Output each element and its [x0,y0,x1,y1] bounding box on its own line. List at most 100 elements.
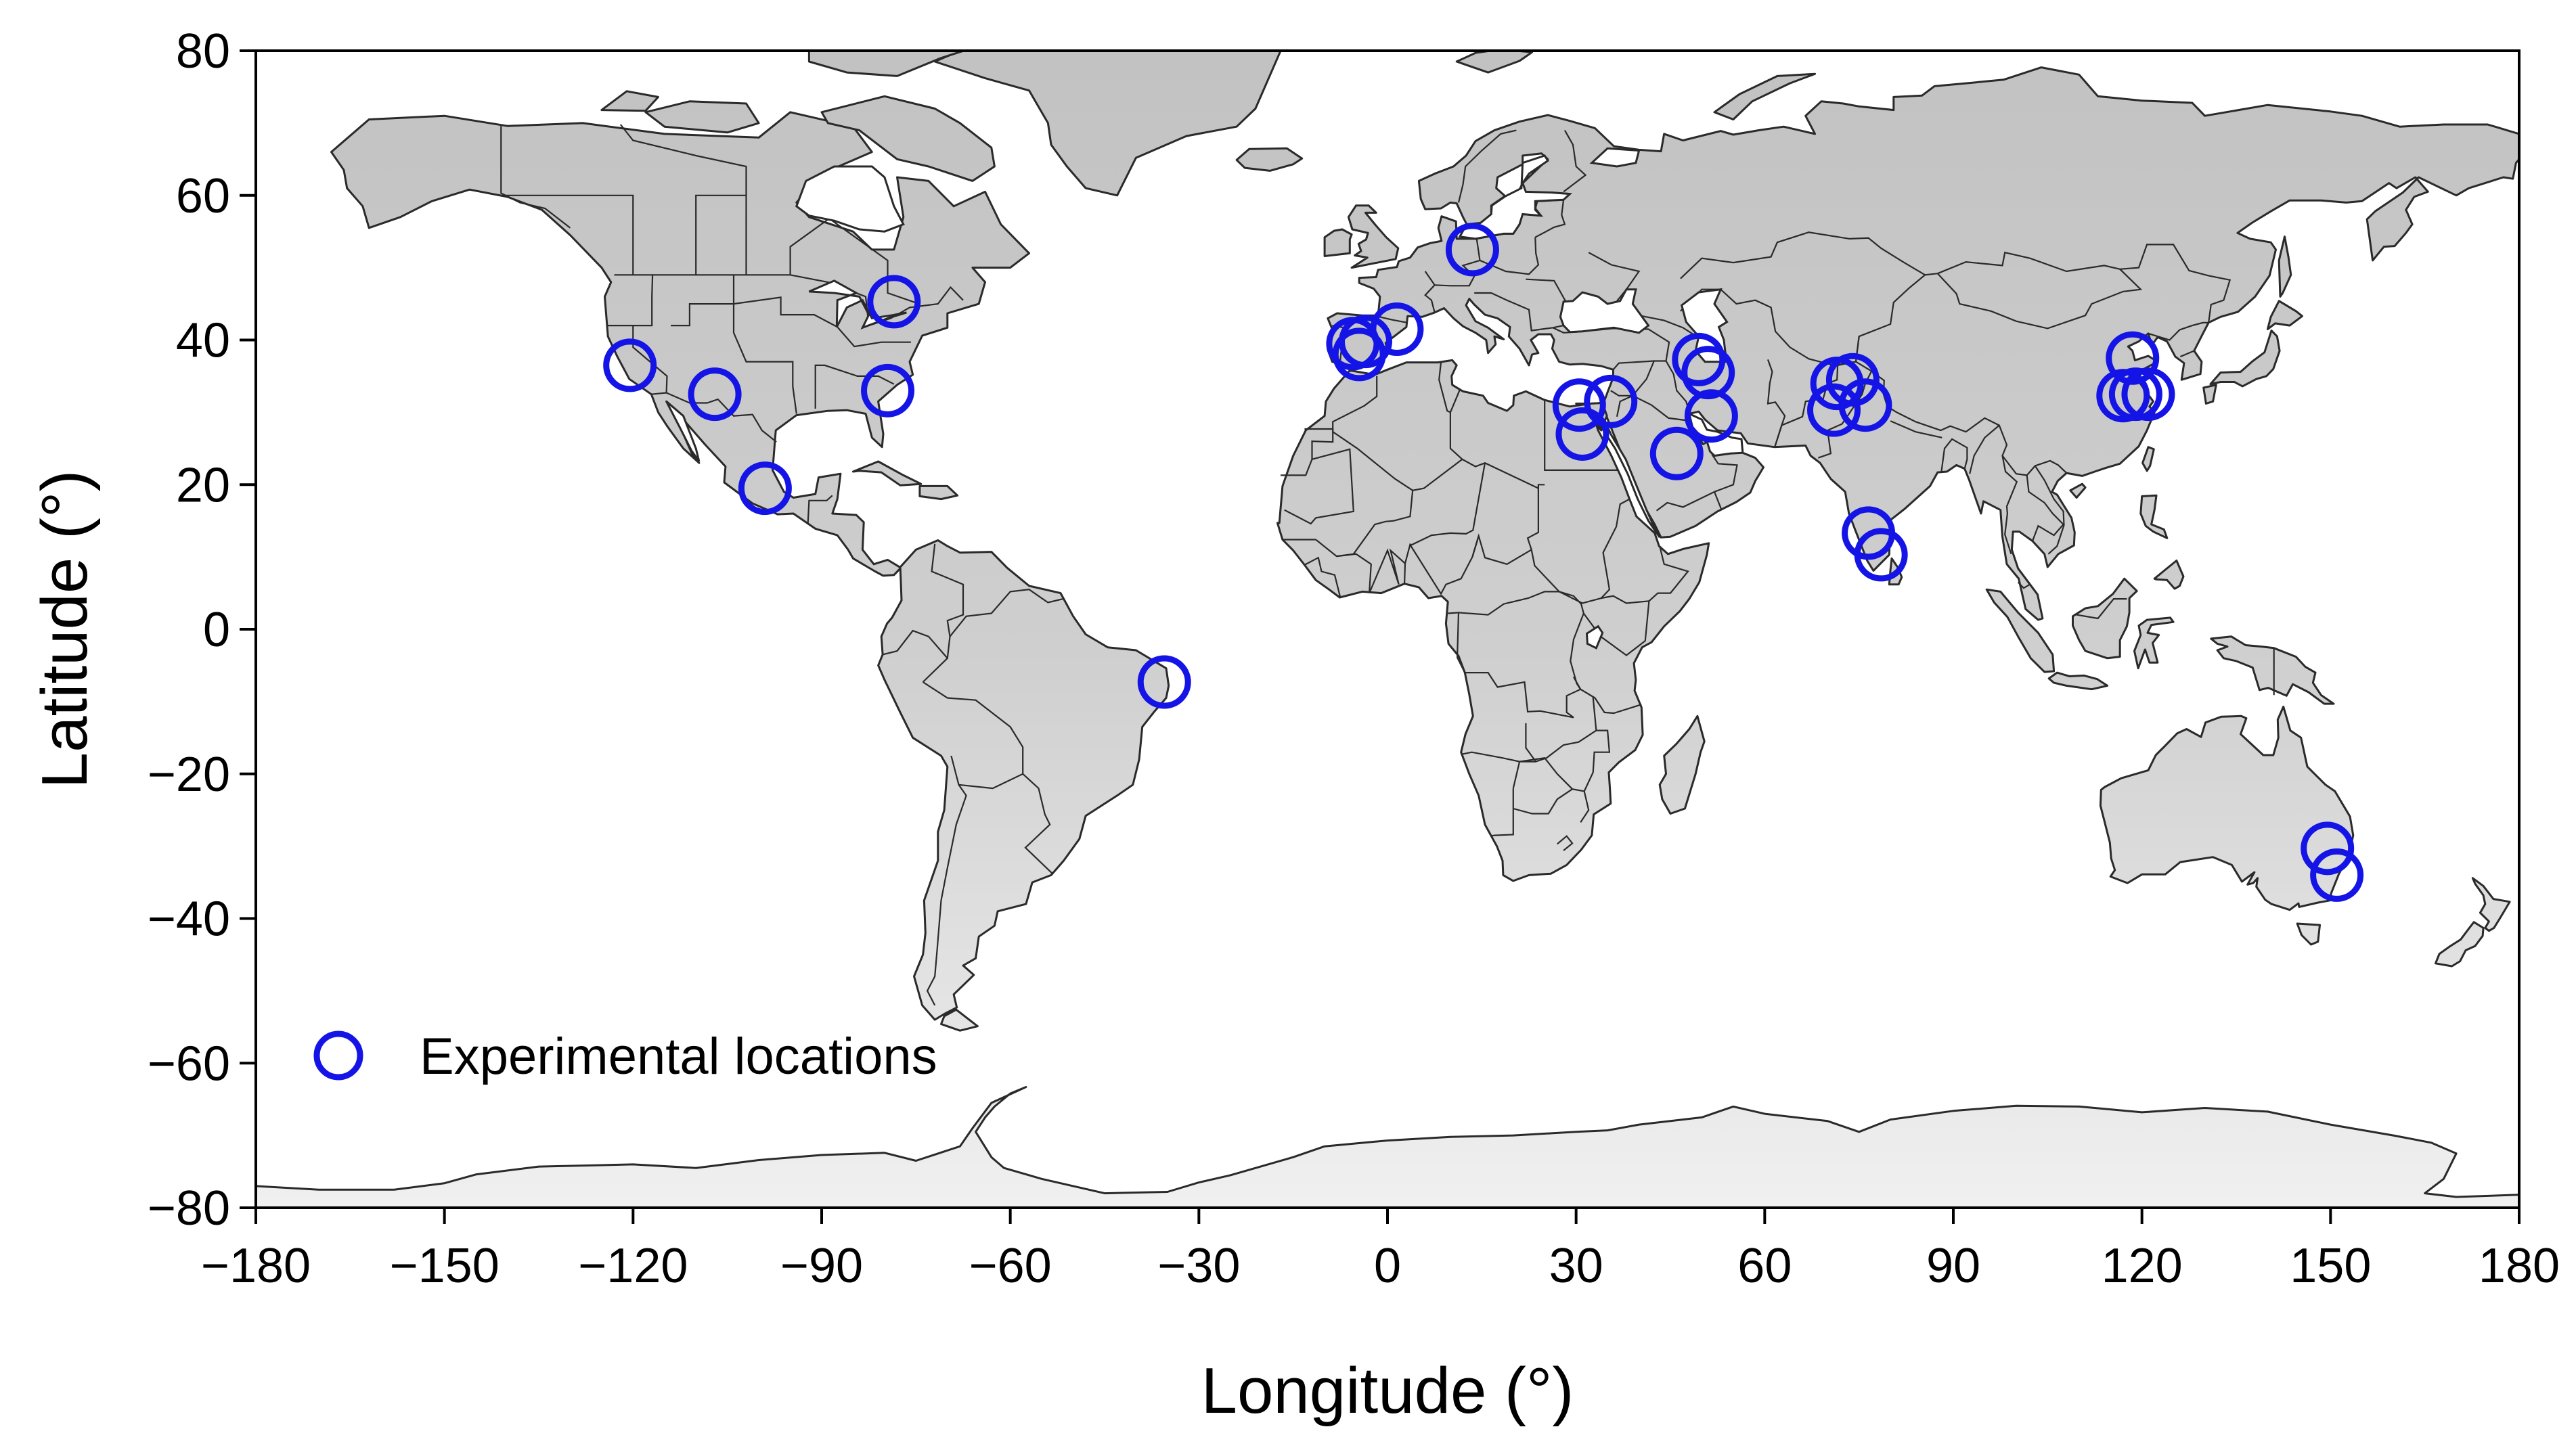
y-tick-label: −20 [148,748,230,802]
landmass-sakhalin [2278,235,2292,298]
experimental-locations-markers [603,223,2364,902]
landmass-south-america [877,539,1170,1021]
landmass-philippines-mindanao [2153,560,2185,590]
x-tick-label: −180 [201,1239,311,1293]
location-marker [1584,374,1638,428]
border-peru-ecuador-colombia [882,629,948,659]
border-europe-west [1376,315,1408,323]
border-chad-car [1471,533,1532,565]
border-congo-basin [1448,591,1584,719]
border-us-states-mid [732,275,911,348]
location-marker [1649,426,1704,480]
landmass-java [2047,671,2109,691]
border-algeria [1332,376,1463,491]
border-us-nevada [633,275,654,327]
location-marker [861,363,915,417]
water-great-lakes [808,279,907,330]
x-tick-label: 60 [1737,1239,1792,1293]
border-alaska-canada [500,126,571,229]
landmass-australia [2099,705,2355,911]
border-caspian-central-asia [1680,273,1938,367]
location-marker [1684,389,1738,443]
y-tick-label: 80 [176,24,230,78]
x-tick-label: −150 [390,1239,499,1293]
border-mauritania-mali [1284,448,1354,525]
border-chad-sudan [1526,488,1630,604]
border-venezuela-colombia [931,543,964,637]
landmass-sulawesi [2133,616,2175,670]
landmass-victoria-island [644,100,760,134]
border-ethiopia-somalia [1648,545,1689,602]
y-tick-label: 60 [176,169,230,223]
border-mozambique-malawi [1583,729,1611,792]
border-algeria-tunisia [1438,362,1451,413]
y-tick-label: −60 [148,1037,230,1091]
location-marker [2310,848,2364,902]
border-canada-nunavut [619,124,747,196]
border-lesotho [1557,835,1574,851]
location-marker [1681,346,1735,400]
y-tick-label: −80 [148,1181,230,1236]
border-egypt-libya [1544,400,1619,471]
location-marker [603,338,657,392]
landmass-ellesmere-island [807,51,967,77]
border-namibia-botswana [1490,788,1514,837]
border-ontario-quebec [789,217,920,305]
border-korea-dmz [2179,350,2195,358]
location-marker [1825,353,1880,407]
legend-marker [313,1030,363,1081]
landmass-antarctica [256,1086,2519,1208]
x-tick-label: −30 [1157,1239,1240,1293]
landmass-africa [1276,359,1710,882]
border-baltic-russia [1534,200,1566,238]
landmass-tasmania [2296,922,2321,946]
location-marker [738,461,792,516]
location-marker [2108,367,2162,422]
border-afghan-pak [1774,361,1857,448]
x-tick-label: 90 [1926,1239,1980,1293]
location-marker [1854,528,1908,582]
border-mexico-central [807,495,833,525]
location-marker [1137,655,1191,709]
water-white-sea [1589,147,1641,168]
border-gabon-congo [1456,612,1466,673]
location-marker [867,275,921,329]
border-india-bangladesh [1940,438,1968,472]
border-pak-india [1817,371,1873,459]
border-libya-west [1449,389,1545,490]
location-marker [688,367,742,422]
border-brazil-north [922,589,1063,683]
border-guinea-sierra [1304,556,1341,598]
border-mongolia-china [1936,269,2143,330]
landmass-novaya-zemlya [1713,72,1817,120]
landmass-japan-hokkaido [2266,300,2303,330]
landmass-cuba [851,460,923,486]
landmass-new-guinea [2210,635,2335,705]
location-marker [2121,367,2175,422]
border-tanzania-south [1573,676,1642,715]
x-axis-label: Longitude (°) [1201,1355,1574,1427]
landmass-sumatra [1985,588,2056,673]
border-yemen-oman [1713,491,1723,510]
border-andes-chile [926,755,967,1006]
border-caucasus [1639,315,1700,339]
border-us-states-east [814,364,895,409]
location-marker [1552,378,1606,432]
landmass-borneo [2072,577,2138,660]
world-map-layer [256,51,2519,1208]
y-tick-label: −40 [148,892,230,947]
landmass-madagascar [1658,715,1706,815]
landmass-taiwan [2141,446,2155,472]
location-marker [2106,331,2160,385]
landmass-baffin-island [820,95,996,182]
x-tick-label: −90 [780,1239,863,1293]
location-marker [1838,378,1892,432]
y-axis-label: Latitude (°) [28,470,101,789]
border-norway-sweden [1457,129,1517,203]
border-us-mexico [651,392,777,443]
border-east-africa [1582,595,1650,656]
border-west-africa-coast [1336,548,1406,594]
location-marker [1338,315,1392,369]
location-marker [1555,407,1609,461]
